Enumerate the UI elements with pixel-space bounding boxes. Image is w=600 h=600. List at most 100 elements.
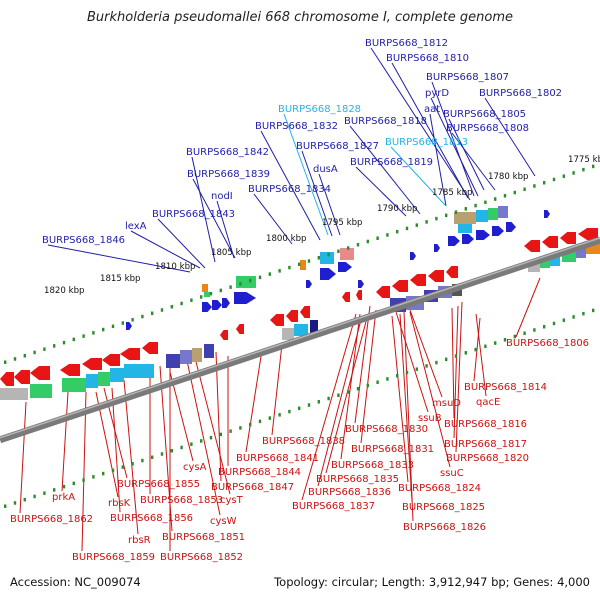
gene-arrow-reverse bbox=[166, 354, 180, 368]
gene-arrow-forward bbox=[476, 210, 488, 222]
tick-upper bbox=[513, 190, 516, 195]
tick-upper bbox=[356, 242, 360, 247]
leader-line-bottom bbox=[409, 309, 443, 398]
tick-lower bbox=[337, 393, 340, 398]
gene-arrow-reverse bbox=[342, 292, 350, 302]
gene-label-bottom: rbsK bbox=[108, 498, 131, 509]
leader-line-top bbox=[390, 146, 446, 206]
tick-lower bbox=[562, 318, 565, 322]
gene-label-top: BURPS668_1805 bbox=[443, 109, 526, 120]
tick-lower bbox=[425, 364, 428, 368]
gene-arrow-forward bbox=[202, 302, 212, 312]
tick-lower bbox=[396, 373, 399, 378]
gene-arrow-forward bbox=[458, 224, 472, 233]
gene-label-top: dusA bbox=[313, 164, 338, 175]
gene-label-top: BURPS668_1828 bbox=[278, 104, 361, 115]
gene-arrow-reverse bbox=[0, 388, 28, 400]
gene-arrow-forward bbox=[410, 252, 416, 260]
tick-lower bbox=[484, 344, 487, 349]
gene-label-top: BURPS668_1818 bbox=[344, 116, 427, 127]
tick-upper bbox=[180, 301, 183, 306]
gene-label-bottom: BURPS668_1837 bbox=[292, 501, 375, 512]
tick-lower bbox=[543, 324, 546, 329]
kbp-tick-label: 1800 kbp bbox=[266, 234, 307, 244]
tick-upper bbox=[298, 262, 301, 267]
gene-label-bottom: qacE bbox=[476, 397, 500, 408]
gene-arrow-reverse bbox=[524, 240, 540, 252]
leader-line-bottom bbox=[473, 317, 481, 382]
gene-label-top: BURPS668_1807 bbox=[426, 72, 509, 83]
kbp-tick-label: 1775 kbp bbox=[568, 155, 600, 165]
map-title: Burkholderia pseudomallei 668 chromosome… bbox=[86, 10, 514, 25]
tick-lower bbox=[298, 406, 301, 411]
leader-line-bottom bbox=[354, 305, 371, 424]
chromosome-backbone bbox=[0, 236, 600, 444]
tick-lower bbox=[327, 396, 330, 401]
gene-arrow-forward bbox=[358, 280, 364, 288]
tick-lower bbox=[386, 377, 389, 381]
leader-line-top bbox=[301, 150, 333, 237]
tick-lower bbox=[503, 338, 507, 342]
tick-lower bbox=[229, 429, 232, 433]
gene-arrow-forward bbox=[202, 284, 208, 292]
gene-arrow-reverse bbox=[578, 228, 598, 240]
tick-lower bbox=[347, 390, 350, 394]
tick-lower bbox=[249, 422, 252, 427]
leader-line-top bbox=[448, 118, 485, 191]
tick-upper bbox=[366, 239, 369, 244]
leader-line-bottom bbox=[215, 351, 222, 482]
gene-label-bottom: BURPS668_1844 bbox=[218, 467, 301, 478]
leader-line-top bbox=[130, 230, 201, 269]
gene-arrow-reverse bbox=[542, 236, 558, 248]
gene-arrow-forward bbox=[448, 236, 460, 246]
gene-label-bottom: ssuB bbox=[418, 413, 442, 424]
tick-lower bbox=[307, 403, 311, 407]
tick-upper bbox=[523, 187, 526, 192]
tick-upper bbox=[288, 265, 291, 270]
tick-lower bbox=[141, 458, 144, 463]
tick-upper bbox=[219, 288, 222, 293]
gene-arrow-reverse bbox=[310, 320, 318, 334]
kbp-tick-label: 1820 kbp bbox=[44, 286, 85, 296]
gene-label-top: BURPS668_1832 bbox=[255, 121, 338, 132]
tick-upper bbox=[552, 177, 556, 182]
kbp-tick-label: 1815 kbp bbox=[100, 274, 141, 284]
tick-lower bbox=[72, 481, 75, 486]
gene-arrow-reverse bbox=[120, 348, 140, 360]
tick-lower bbox=[82, 478, 85, 482]
gene-arrow-reverse bbox=[300, 306, 310, 318]
gene-label-bottom: BURPS668_1817 bbox=[444, 439, 527, 450]
tick-upper bbox=[533, 184, 536, 188]
gene-arrow-reverse bbox=[102, 354, 120, 366]
gene-arrow-forward bbox=[454, 212, 476, 224]
tick-upper bbox=[592, 164, 595, 169]
leader-line-bottom bbox=[455, 301, 463, 453]
gene-label-top: BURPS668_1834 bbox=[248, 184, 331, 195]
leader-line-top bbox=[318, 173, 341, 236]
chromosome-backbone-highlight bbox=[0, 237, 600, 439]
gene-arrow-forward bbox=[212, 300, 222, 310]
tick-upper bbox=[43, 347, 46, 351]
gene-arrow-reverse bbox=[294, 324, 308, 336]
gene-label-top: BURPS668_1846 bbox=[42, 235, 125, 246]
leader-line-bottom bbox=[317, 315, 363, 487]
tick-upper bbox=[327, 252, 330, 257]
tick-upper bbox=[435, 216, 438, 221]
gene-label-bottom: BURPS668_1820 bbox=[446, 453, 529, 464]
gene-label-bottom: BURPS668_1835 bbox=[316, 474, 399, 485]
leader-line-bottom bbox=[169, 371, 194, 462]
gene-arrow-forward bbox=[498, 206, 508, 218]
tick-upper bbox=[268, 272, 271, 276]
tick-upper bbox=[562, 174, 565, 178]
gene-label-bottom: BURPS668_1833 bbox=[331, 460, 414, 471]
gene-arrow-reverse bbox=[220, 330, 228, 340]
tick-upper bbox=[317, 256, 320, 260]
tick-lower bbox=[190, 442, 193, 446]
gene-label-bottom: BURPS668_1816 bbox=[444, 419, 527, 430]
tick-upper bbox=[494, 197, 497, 201]
gene-label-bottom: BURPS668_1852 bbox=[160, 552, 243, 563]
tick-upper bbox=[347, 246, 350, 250]
tick-lower bbox=[317, 400, 320, 404]
gene-label-bottom: BURPS668_1856 bbox=[110, 513, 193, 524]
